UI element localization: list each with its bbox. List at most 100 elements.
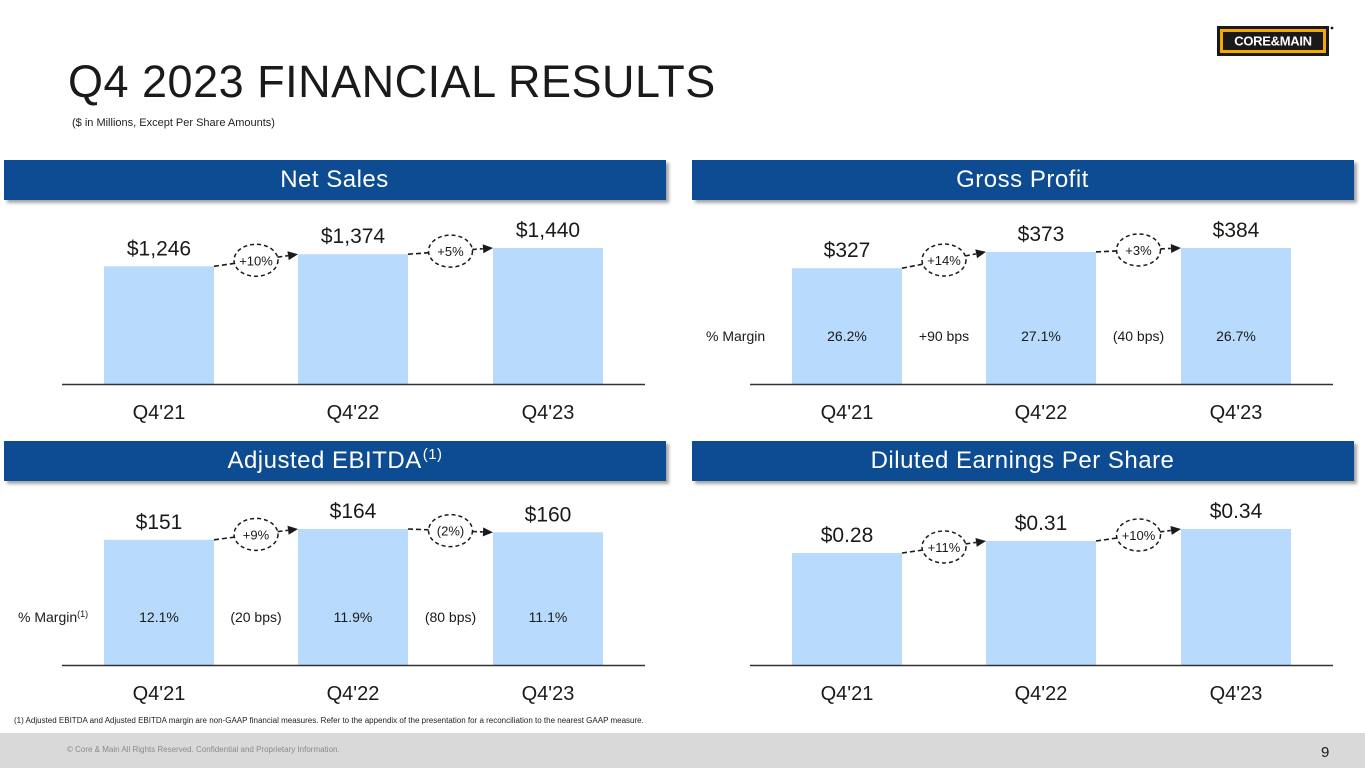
- diluted-eps-value-label-1: $0.28: [821, 524, 874, 547]
- adjusted-ebitda-change-arrowhead-2: [482, 527, 493, 537]
- gross-profit-margin-value-2: 27.1%: [1021, 328, 1061, 344]
- gross-profit-margin-value-3: 26.7%: [1216, 328, 1256, 344]
- diluted-eps-category-label-2: Q4'22: [1015, 683, 1068, 705]
- net-sales-panel: Net Sales $1,246 $1,374 $1,440 Q4'21 Q4'22 Q4…: [4, 160, 666, 424]
- svg-text:CORE&MAIN: CORE&MAIN: [1234, 34, 1311, 49]
- adjusted-ebitda-value-label-3: $160: [525, 503, 572, 526]
- adjusted-ebitda-panel: Adjusted EBITDA (1) $151 $164 $160 Q4'21 Q4'2…: [4, 441, 666, 705]
- adjusted-ebitda-bar-3: [493, 532, 603, 665]
- gross-profit-margin-change-1: +90 bps: [919, 328, 969, 344]
- net-sales-change-arrow-line-2: [407, 247, 483, 256]
- diluted-eps-change-arrow-line-2: [1095, 529, 1171, 542]
- net-sales-change-arrow-line-1: [213, 254, 289, 268]
- gross-profit-bar-2: [986, 251, 1096, 384]
- adjusted-ebitda-change-badge-2: [427, 513, 474, 548]
- diluted-eps-change-arrow-line-1: [901, 541, 977, 554]
- adjusted-ebitda-change-label-1: +9%: [243, 527, 270, 542]
- adjusted-ebitda-margin-value-1: 12.1%: [139, 609, 179, 625]
- page-number: 9: [1321, 744, 1330, 761]
- diluted-eps-bar-2: [986, 541, 1096, 665]
- adjusted-ebitda-margin-value-3: 11.1%: [529, 609, 568, 625]
- gross-profit-bar-3: [1181, 248, 1291, 384]
- gross-profit-category-label-1: Q4'21: [821, 402, 874, 424]
- adjusted-ebitda-bar-1: [104, 539, 214, 665]
- net-sales-header: Net Sales: [4, 160, 666, 200]
- adjusted-ebitda-change-badge-1: [233, 517, 279, 552]
- gross-profit-change-arrow-line-1: [901, 253, 977, 269]
- adjusted-ebitda-value-label-1: $151: [136, 511, 183, 534]
- gross-profit-value-label-1: $327: [824, 239, 871, 262]
- adjusted-ebitda-chart: $151 $164 $160 Q4'21 Q4'22 Q4'23 +9% (2%) % Marg…: [18, 500, 645, 705]
- net-sales-category-label-1: Q4'21: [133, 402, 186, 424]
- gross-profit-panel: Gross Profit $327 $373 $384 Q4'21 Q4'22 Q4'23…: [692, 160, 1354, 424]
- core-and-main-logo: CORE&MAIN: [1217, 26, 1334, 56]
- adjusted-ebitda-change-arrow-line-2: [407, 528, 483, 533]
- diluted-eps-category-label-1: Q4'21: [821, 683, 874, 705]
- adjusted-ebitda-margin-change-1: (20 bps): [230, 609, 281, 625]
- gross-profit-change-label-2: +3%: [1125, 243, 1152, 258]
- adjusted-ebitda-title: Adjusted EBITDA: [227, 447, 422, 474]
- diluted-eps-chart: $0.28 $0.31 $0.34 Q4'21 Q4'22 Q4'23 +11% +10%: [750, 500, 1333, 705]
- adjusted-ebitda-change-label-2: (2%): [437, 524, 464, 539]
- adjusted-ebitda-header: Adjusted EBITDA (1): [4, 441, 666, 481]
- net-sales-value-label-2: $1,374: [321, 225, 386, 248]
- gross-profit-change-badge-1: [921, 243, 967, 277]
- gross-profit-chart: $327 $373 $384 Q4'21 Q4'22 Q4'23 +14% +3% % Marg…: [706, 219, 1333, 424]
- page-title: Q4 2023 FINANCIAL RESULTS: [68, 56, 716, 107]
- gross-profit-change-arrowhead-2: [1170, 243, 1181, 253]
- net-sales-bar-2: [298, 254, 408, 384]
- adjusted-ebitda-change-arrow-line-1: [213, 529, 289, 541]
- adjusted-ebitda-margin-value-2: 11.9%: [334, 609, 373, 625]
- diluted-eps-category-label-3: Q4'23: [1210, 683, 1263, 705]
- net-sales-change-label-1: +10%: [239, 253, 273, 268]
- net-sales-change-arrowhead-2: [482, 244, 493, 254]
- adjusted-ebitda-bar-2: [298, 529, 408, 665]
- footer-bar: [0, 733, 1365, 768]
- net-sales-bar-3: [493, 248, 603, 384]
- gross-profit-change-label-1: +14%: [927, 253, 961, 268]
- gross-profit-category-label-2: Q4'22: [1015, 402, 1068, 424]
- gross-profit-change-arrow-line-2: [1095, 247, 1171, 253]
- diluted-eps-change-arrowhead-2: [1170, 525, 1181, 535]
- gross-profit-margin-change-2: (40 bps): [1113, 328, 1164, 344]
- diluted-eps-change-badge-1: [921, 530, 967, 564]
- footnote: (1) Adjusted EBITDA and Adjusted EBITDA …: [14, 716, 644, 725]
- adjusted-ebitda-title-sup: (1): [422, 445, 443, 463]
- gross-profit-change-arrowhead-1: [975, 249, 986, 259]
- diluted-eps-bar-3: [1181, 529, 1291, 665]
- diluted-eps-value-label-3: $0.34: [1210, 500, 1263, 523]
- diluted-eps-title: Diluted Earnings Per Share: [870, 447, 1175, 474]
- page-subtitle: ($ in Millions, Except Per Share Amounts…: [72, 117, 275, 129]
- gross-profit-value-label-2: $373: [1018, 223, 1065, 246]
- diluted-eps-change-arrowhead-1: [975, 537, 986, 547]
- gross-profit-margin-row-label: % Margin: [706, 328, 765, 344]
- diluted-eps-bar-1: [792, 553, 902, 665]
- adjusted-ebitda-category-label-1: Q4'21: [133, 683, 186, 705]
- adjusted-ebitda-category-label-3: Q4'23: [522, 683, 575, 705]
- gross-profit-change-badge-2: [1115, 233, 1162, 267]
- gross-profit-header: Gross Profit: [692, 160, 1354, 200]
- diluted-eps-change-label-1: +11%: [928, 540, 961, 555]
- net-sales-value-label-1: $1,246: [127, 237, 191, 260]
- net-sales-category-label-2: Q4'22: [327, 402, 380, 424]
- diluted-eps-change-badge-2: [1115, 518, 1162, 552]
- adjusted-ebitda-value-label-2: $164: [330, 500, 377, 523]
- adjusted-ebitda-category-label-2: Q4'22: [327, 683, 380, 705]
- net-sales-category-label-3: Q4'23: [522, 402, 575, 424]
- gross-profit-bar-1: [792, 268, 902, 384]
- adjusted-ebitda-margin-change-2: (80 bps): [425, 609, 476, 625]
- copyright-text: © Core & Main All Rights Reserved. Confi…: [67, 745, 340, 754]
- adjusted-ebitda-margin-row-sup: (1): [77, 609, 88, 619]
- net-sales-change-label-2: +5%: [437, 244, 464, 259]
- gross-profit-category-label-3: Q4'23: [1210, 402, 1263, 424]
- adjusted-ebitda-change-arrowhead-1: [287, 525, 298, 535]
- net-sales-change-badge-1: [233, 243, 279, 278]
- adjusted-ebitda-margin-row-label: % Margin(1): [18, 609, 88, 625]
- net-sales-value-label-3: $1,440: [516, 219, 580, 242]
- net-sales-bar-1: [104, 266, 214, 384]
- net-sales-change-arrowhead-1: [287, 251, 298, 261]
- gross-profit-value-label-3: $384: [1213, 219, 1260, 242]
- gross-profit-title: Gross Profit: [956, 166, 1089, 193]
- net-sales-title: Net Sales: [280, 166, 389, 193]
- diluted-eps-header: Diluted Earnings Per Share: [692, 441, 1354, 481]
